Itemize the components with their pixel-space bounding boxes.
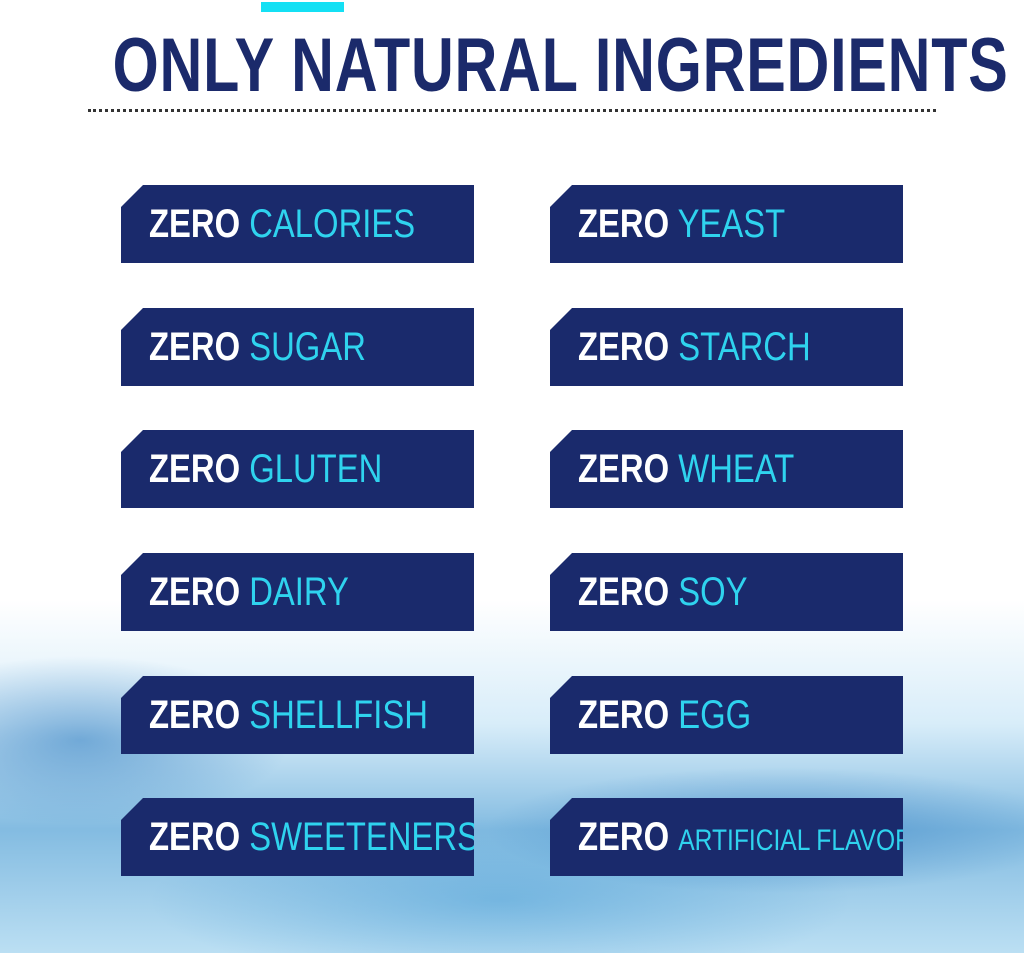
badge-label: ARTIFICIAL FLAVORS [678, 824, 930, 857]
badge-label: EGG [678, 693, 752, 737]
badge-text: ZERO SWEETENERS [149, 798, 479, 876]
badge-prefix: ZERO [578, 815, 670, 859]
badge-prefix: ZERO [149, 202, 241, 246]
accent-bar [261, 2, 344, 12]
badge-label: SHELLFISH [249, 693, 428, 737]
badge-label: DAIRY [249, 570, 349, 614]
badge-label: WHEAT [678, 447, 795, 491]
badge-prefix: ZERO [149, 570, 241, 614]
badge-prefix: ZERO [578, 202, 670, 246]
badge-prefix: ZERO [578, 570, 670, 614]
badge-text: ZERO SUGAR [149, 308, 366, 386]
page-title: ONLY NATURAL INGREDIENTS [112, 23, 1009, 108]
ingredient-badge: ZERO SOY [550, 553, 903, 631]
ingredient-badge: ZERO ARTIFICIAL FLAVORS [550, 798, 903, 876]
badge-label: YEAST [677, 202, 786, 246]
badge-text: ZERO CALORIES [149, 185, 415, 263]
dotted-divider [88, 109, 936, 112]
badge-prefix: ZERO [149, 447, 241, 491]
ingredient-badge: ZERO CALORIES [121, 185, 474, 263]
ingredient-badge: ZERO EGG [550, 676, 903, 754]
badge-text: ZERO SOY [578, 553, 748, 631]
badge-text: ZERO EGG [578, 676, 751, 754]
badge-text: ZERO STARCH [578, 308, 811, 386]
ingredient-badge: ZERO SUGAR [121, 308, 474, 386]
water-splash-background [0, 600, 1024, 953]
badge-text: ZERO GLUTEN [149, 430, 382, 508]
badge-label: SOY [678, 570, 748, 614]
badge-text: ZERO ARTIFICIAL FLAVORS [578, 798, 930, 876]
ingredient-badge: ZERO WHEAT [550, 430, 903, 508]
badge-label: STARCH [678, 325, 811, 369]
badge-prefix: ZERO [149, 325, 241, 369]
badge-prefix: ZERO [578, 325, 670, 369]
ingredient-badge: ZERO DAIRY [121, 553, 474, 631]
badge-prefix: ZERO [149, 693, 241, 737]
badge-label: SUGAR [249, 325, 366, 369]
badge-prefix: ZERO [149, 815, 241, 859]
badge-label: SWEETENERS [249, 815, 479, 859]
badge-prefix: ZERO [578, 693, 670, 737]
ingredient-badge: ZERO STARCH [550, 308, 903, 386]
ingredient-badge: ZERO SHELLFISH [121, 676, 474, 754]
badge-text: ZERO SHELLFISH [149, 676, 428, 754]
ingredient-badge: ZERO SWEETENERS [121, 798, 474, 876]
badge-text: ZERO YEAST [578, 185, 785, 263]
badge-prefix: ZERO [578, 447, 670, 491]
ingredient-badge: ZERO YEAST [550, 185, 903, 263]
badge-text: ZERO WHEAT [578, 430, 794, 508]
ingredient-badge: ZERO GLUTEN [121, 430, 474, 508]
badge-text: ZERO DAIRY [149, 553, 349, 631]
badge-label: GLUTEN [249, 447, 383, 491]
badge-label: CALORIES [249, 202, 416, 246]
